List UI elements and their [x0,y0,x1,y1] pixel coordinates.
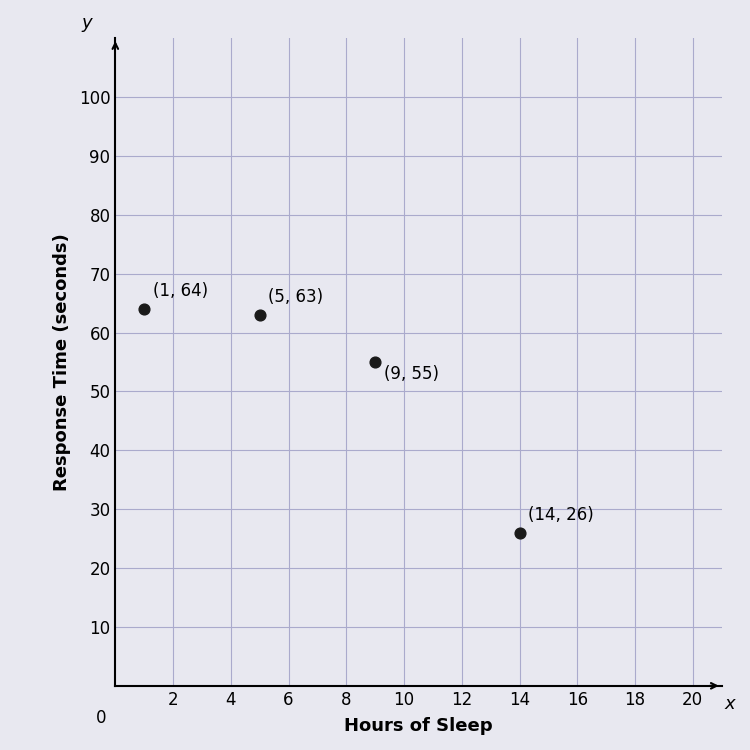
Text: (5, 63): (5, 63) [268,288,323,306]
Point [138,303,150,315]
X-axis label: Hours of Sleep: Hours of Sleep [344,717,493,735]
Text: (1, 64): (1, 64) [153,282,208,300]
Text: 0: 0 [96,710,106,728]
Text: (9, 55): (9, 55) [384,364,439,382]
Y-axis label: Response Time (seconds): Response Time (seconds) [53,233,70,491]
Text: x: x [724,694,735,712]
Point [254,309,266,321]
Point [369,356,381,368]
Text: (14, 26): (14, 26) [528,506,594,524]
Text: y: y [82,14,92,32]
Point [514,526,526,538]
